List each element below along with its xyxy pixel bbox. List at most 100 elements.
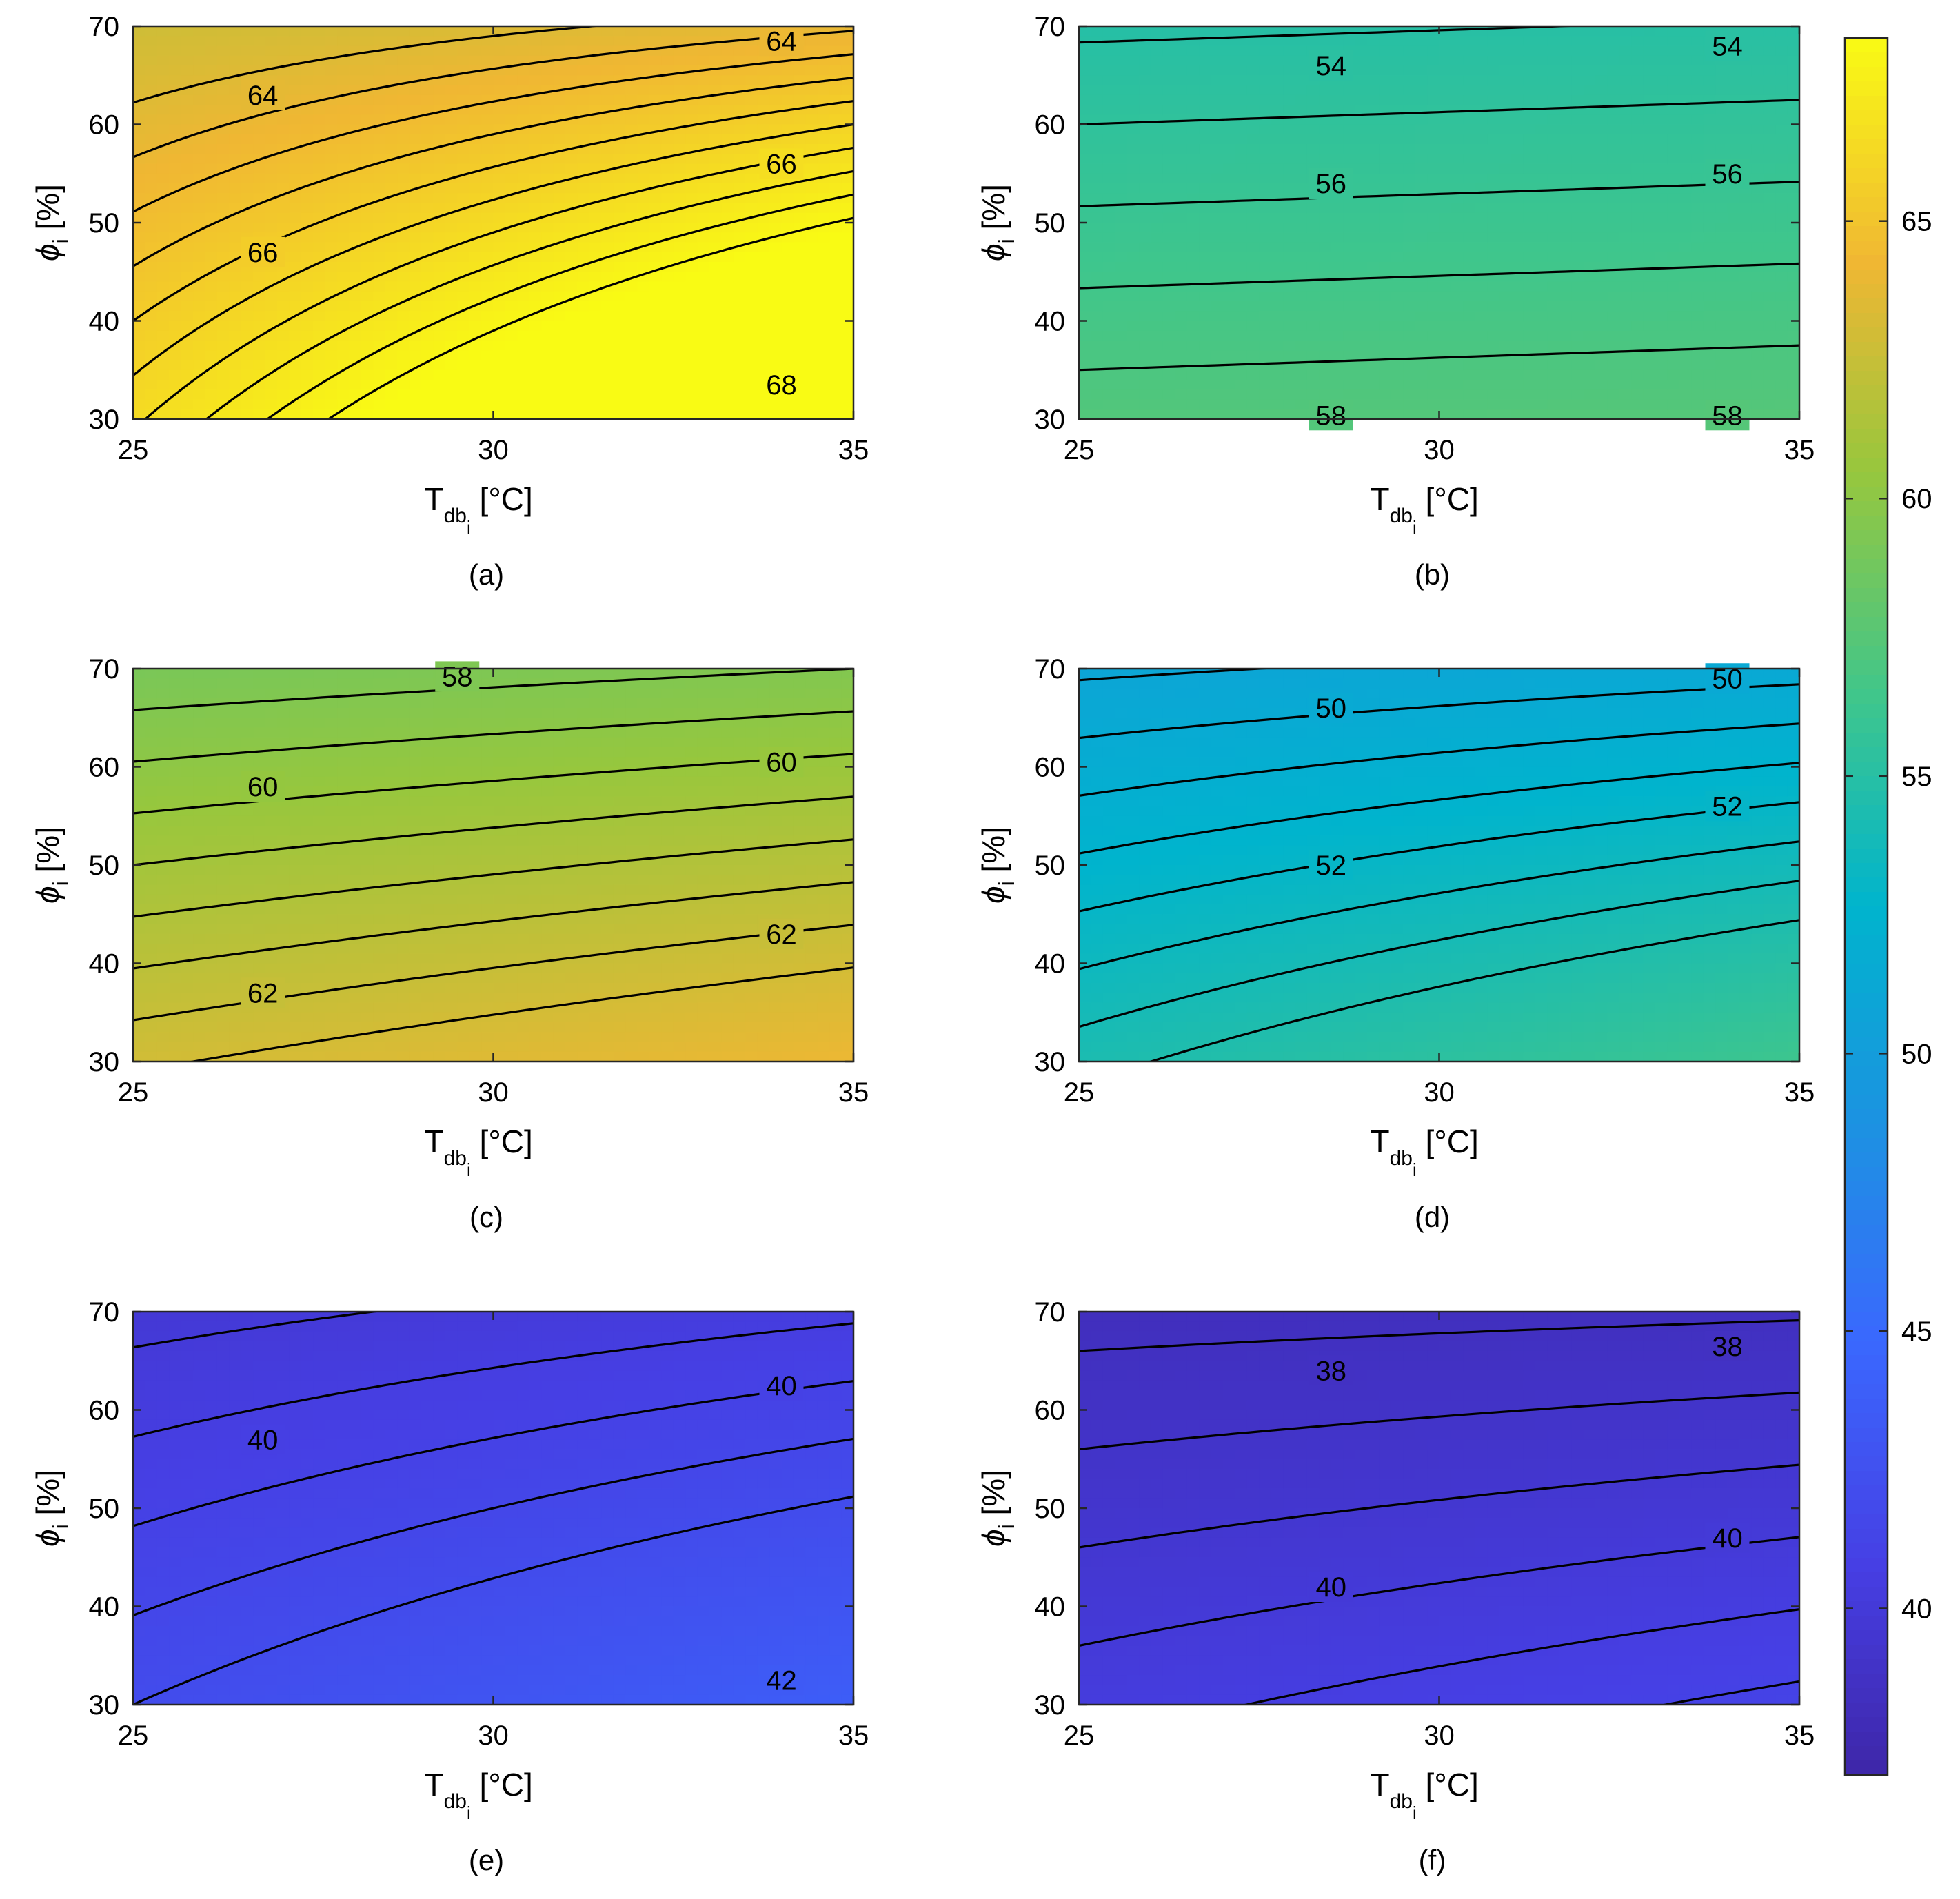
fill-cell [216,341,230,352]
fill-cell [145,203,158,214]
fill-cell [1246,173,1260,184]
fill-cell [385,36,398,47]
fill-cell [1139,262,1152,273]
fill-cell [1571,272,1584,283]
fill-cell [1091,105,1104,116]
fill-cell [1343,232,1356,243]
fill-cell [1739,65,1752,77]
fill-cell [181,124,194,135]
fill-cell [1162,45,1176,57]
fill-cell [1463,341,1476,352]
fill-cell [469,144,482,155]
fill-cell [541,409,554,419]
fill-cell [1102,242,1116,253]
fill-cell [1775,193,1788,204]
fill-cell [1511,252,1524,263]
fill-cell [1139,26,1152,37]
fill-cell [433,369,446,380]
fill-cell [181,65,194,77]
fill-cell [829,341,842,352]
fill-cell [1535,409,1548,419]
fill-cell [529,341,542,352]
fill-cell [1451,163,1464,174]
contour-line [133,26,604,104]
fill-cell [733,26,747,37]
fill-cell [1162,134,1176,145]
fill-cell [313,144,326,155]
fill-cell [385,350,398,361]
fill-cell [733,341,747,352]
fill-cell [433,85,446,96]
fill-cell [1199,45,1212,57]
fill-cell [1451,26,1464,37]
fill-cell [841,409,853,419]
fill-cell [1643,193,1656,204]
fill-cell [757,409,770,419]
fill-cell [1115,134,1128,145]
fill-cell [1607,85,1620,96]
fill-cell [1607,341,1620,352]
fill-cell [253,341,266,352]
fill-cell [205,252,218,263]
fill-cell [1631,114,1644,125]
fill-cell [397,399,410,410]
fill-cell [1223,272,1236,283]
fill-cell [1703,252,1716,263]
fill-cell [769,114,782,125]
fill-cell [1115,262,1128,273]
fill-cell [337,163,350,174]
fill-cell [1619,26,1632,37]
fill-cell [709,252,723,263]
fill-cell [817,360,830,371]
fill-cell [1439,75,1452,86]
fill-cell [1475,360,1488,371]
fill-cell [1439,350,1452,361]
fill-cell [156,154,170,165]
fill-cell [1223,341,1236,352]
fill-cell [1091,301,1104,312]
fill-cell [1619,360,1632,371]
fill-cell [169,105,182,116]
fill-cell [1571,173,1584,184]
fill-cell [1343,341,1356,352]
fill-cell [397,85,410,96]
fill-cell [205,291,218,302]
fill-cell [1235,232,1248,243]
fill-cell [529,163,542,174]
fill-cell [1739,105,1752,116]
fill-cell [613,272,626,283]
fill-cell [1763,26,1776,37]
fill-cell [565,163,578,174]
fill-cell [1259,173,1272,184]
fill-cell [613,341,626,352]
fill-cell [1511,399,1524,410]
fill-cell [1679,330,1693,341]
fill-cell [1127,242,1140,253]
fill-cell [1439,272,1452,283]
fill-cell [385,105,398,116]
fill-cell [1655,193,1668,204]
fill-cell [1643,330,1656,341]
fill-cell [637,114,650,125]
fill-cell [685,262,698,273]
fill-cell [505,114,518,125]
fill-cell [1331,311,1344,322]
fill-cell [1619,85,1632,96]
fill-cell [1139,134,1152,145]
fill-cell [685,321,698,332]
fill-cell [349,183,362,194]
fill-cell [1079,183,1092,194]
fill-cell [517,291,530,302]
fill-cell [1643,252,1656,263]
fill-cell [517,65,530,77]
fill-cell [1319,203,1332,214]
fill-cell [1139,399,1152,410]
fill-cell [145,291,158,302]
fill-cell [1091,341,1104,352]
fill-cell [205,242,218,253]
fill-cell [433,232,446,243]
fill-cell [156,223,170,234]
fill-cell [193,350,206,361]
fill-cell [313,360,326,371]
fill-cell [829,252,842,263]
